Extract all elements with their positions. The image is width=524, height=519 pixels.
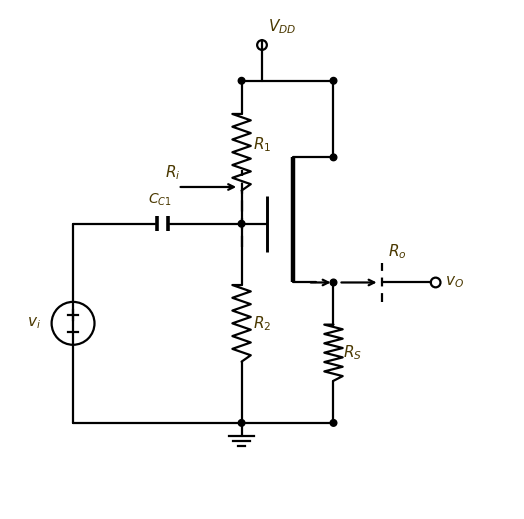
Text: $C_{C1}$: $C_{C1}$ xyxy=(148,192,172,209)
Text: $R_1$: $R_1$ xyxy=(253,135,271,154)
Text: $R_o$: $R_o$ xyxy=(388,242,407,261)
Circle shape xyxy=(330,279,337,286)
Circle shape xyxy=(238,221,245,227)
Text: $R_i$: $R_i$ xyxy=(165,163,180,182)
Text: $V_{DD}$: $V_{DD}$ xyxy=(268,17,297,36)
Text: $v_i$: $v_i$ xyxy=(27,316,41,331)
Text: $v_O$: $v_O$ xyxy=(445,275,464,290)
Circle shape xyxy=(330,154,337,161)
Text: $R_S$: $R_S$ xyxy=(343,344,362,362)
Circle shape xyxy=(238,77,245,84)
Text: $R_2$: $R_2$ xyxy=(253,314,271,333)
Circle shape xyxy=(238,419,245,426)
Circle shape xyxy=(330,419,337,426)
Circle shape xyxy=(330,77,337,84)
